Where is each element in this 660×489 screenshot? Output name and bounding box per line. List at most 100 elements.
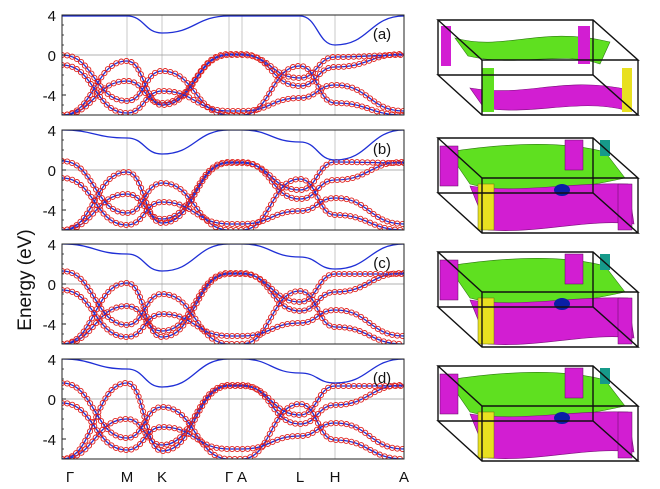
- fermi-surface-box: [436, 137, 640, 234]
- wannier-band-point: [140, 324, 147, 331]
- fermi-pillar: [482, 68, 494, 112]
- wannier-band-point: [199, 439, 206, 446]
- wannier-band-point: [314, 194, 321, 201]
- wannier-band-point: [87, 288, 94, 295]
- wannier-band-point: [191, 201, 198, 208]
- wannier-band-point: [191, 304, 198, 311]
- wannier-band-point: [304, 65, 311, 73]
- fermi-pocket-blue: [554, 412, 570, 424]
- wannier-band-point: [199, 403, 206, 410]
- wannier-band-point: [132, 318, 139, 325]
- wannier-band-point: [361, 282, 368, 289]
- wannier-band-point: [139, 310, 146, 317]
- wannier-band-point: [102, 395, 109, 402]
- fermi-pillar: [617, 411, 633, 459]
- wannier-band-point: [396, 51, 403, 58]
- wannier-band-point: [399, 111, 404, 115]
- wannier-band-point: [371, 98, 378, 105]
- wannier-band-point: [268, 86, 275, 93]
- wannier-band-point: [265, 318, 272, 325]
- wannier-band-point: [267, 63, 274, 70]
- wannier-band-point: [139, 86, 146, 93]
- wannier-band-point: [281, 303, 288, 310]
- wannier-band-point: [140, 437, 147, 444]
- wannier-band-point: [77, 407, 85, 414]
- fermi-pillar: [617, 297, 633, 345]
- dft-band-line: [62, 384, 404, 459]
- wannier-band-point: [80, 328, 87, 335]
- wannier-band-point: [95, 301, 102, 308]
- wannier-band-point: [374, 213, 381, 220]
- wannier-band-point: [313, 65, 320, 72]
- wannier-band-point: [270, 175, 277, 182]
- wannier-band-point: [132, 219, 140, 226]
- y-axis-label: Energy (eV): [8, 160, 44, 400]
- wannier-band-point: [265, 394, 272, 401]
- wannier-band-point: [102, 199, 109, 206]
- wannier-band-point: [266, 90, 273, 97]
- wannier-band-point: [366, 95, 374, 102]
- wannier-band-point: [306, 292, 313, 299]
- wannier-band-point: [99, 183, 107, 190]
- wannier-band-point: [201, 64, 208, 71]
- wannier-band-point: [73, 291, 80, 298]
- wannier-band-point: [362, 394, 369, 401]
- k-point-label: Γ: [225, 469, 233, 486]
- wannier-band-point: [319, 181, 326, 188]
- wannier-band-point: [321, 387, 328, 395]
- fermi-pillar: [439, 373, 459, 415]
- wannier-band-point: [209, 166, 216, 173]
- wannier-band-point: [190, 208, 197, 215]
- wannier-band-point: [91, 423, 98, 430]
- wannier-band-point: [310, 74, 317, 81]
- wannier-band-point: [302, 177, 309, 184]
- wannier-band-point: [82, 437, 89, 444]
- wannier-band-point: [353, 424, 360, 431]
- wannier-band-point: [313, 173, 320, 180]
- wannier-band-point: [84, 173, 91, 180]
- wannier-band-point: [105, 288, 112, 295]
- wannier-band-point: [269, 426, 276, 433]
- wannier-band-point: [175, 96, 182, 103]
- wannier-band-point: [94, 79, 101, 86]
- wannier-band-point: [312, 287, 319, 295]
- wannier-band-point: [209, 57, 216, 64]
- wannier-band-point: [73, 66, 80, 73]
- wannier-band-point: [96, 93, 104, 100]
- wannier-band-point: [91, 85, 98, 92]
- wannier-band-point: [313, 313, 321, 320]
- wannier-band-point: [110, 172, 117, 179]
- wannier-band-point: [84, 76, 92, 83]
- y-tick-label: 4: [48, 123, 56, 140]
- wannier-band-point: [173, 183, 180, 190]
- wannier-band-point: [184, 80, 191, 87]
- dft-band-line: [62, 402, 404, 451]
- fermi-sheet-magenta: [469, 183, 635, 231]
- wannier-band-point: [188, 197, 195, 204]
- wannier-band-point: [282, 293, 290, 300]
- wannier-band-point: [132, 331, 140, 338]
- wannier-band-point: [353, 311, 360, 318]
- wannier-band-point: [249, 338, 256, 344]
- wannier-band-point: [199, 326, 206, 333]
- wannier-band-point: [212, 387, 219, 394]
- wannier-band-point: [316, 169, 323, 176]
- fermi-pillar: [439, 145, 459, 187]
- y-tick-label: 0: [48, 392, 56, 409]
- wannier-band-point: [80, 214, 87, 221]
- wannier-band-point: [362, 429, 369, 436]
- wannier-band-point: [142, 81, 149, 88]
- wannier-band-point: [181, 315, 188, 322]
- dft-band-line: [62, 161, 404, 230]
- wannier-band-point: [100, 322, 107, 329]
- wannier-band-point: [69, 53, 76, 60]
- fermi-surface-box: [436, 251, 640, 348]
- wannier-band-point: [73, 404, 80, 411]
- wannier-band-point: [253, 335, 260, 342]
- wannier-band-point: [375, 101, 382, 108]
- wannier-band-point: [303, 194, 311, 201]
- wannier-band-point: [303, 185, 310, 192]
- wannier-band-point: [135, 66, 142, 73]
- wannier-band-point: [276, 188, 283, 195]
- fermi-pillar: [564, 139, 584, 171]
